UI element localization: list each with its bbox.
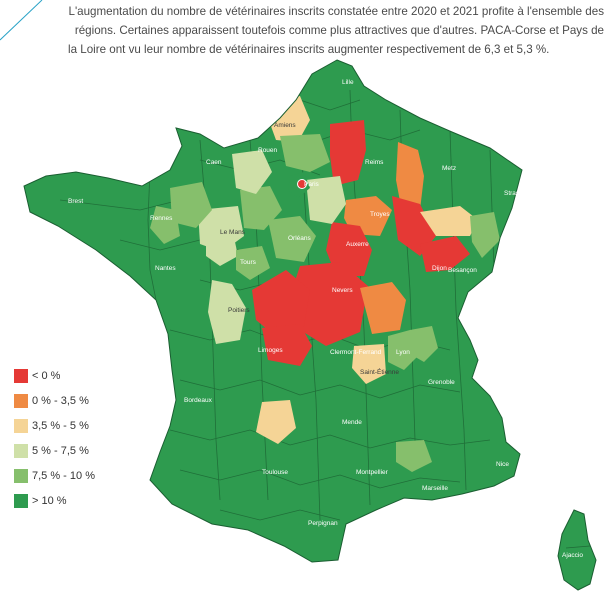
city-label: Le Mans (220, 229, 246, 236)
region-rennes-east (170, 182, 212, 228)
city-label: Nice (496, 461, 509, 468)
city-label: Marseille (422, 485, 448, 492)
region-ain (410, 326, 438, 362)
legend-label: 7,5 % - 10 % (32, 469, 95, 482)
region-sarthe (206, 228, 238, 266)
city-label: Rouen (258, 147, 278, 154)
mainland-outline (23, 59, 523, 563)
city-label: Caen (206, 159, 222, 166)
city-label: Nevers (332, 287, 353, 294)
city-label: Poitiers (228, 307, 250, 314)
legend-item: < 0 % (14, 363, 95, 388)
legend: < 0 % 0 % - 3,5 % 3,5 % - 5 % 5 % - 7,5 … (14, 363, 95, 513)
region-jura (420, 236, 470, 272)
legend-label: 3,5 % - 5 % (32, 419, 89, 432)
region-vosges-7510 (470, 212, 500, 258)
city-labels: Lille Amiens Rouen Caen Brest Rennes Le … (68, 79, 583, 559)
legend-swatch (14, 418, 28, 433)
paris-dot (297, 179, 307, 189)
city-label: Lyon (396, 349, 410, 356)
region-indre (252, 270, 310, 340)
city-label: Strasbourg (504, 190, 536, 197)
city-label: Ajaccio (562, 552, 583, 559)
city-label: Orléans (288, 235, 312, 242)
city-label: Grenoble (428, 379, 455, 386)
legend-swatch (14, 468, 28, 483)
region-vaucluse (396, 440, 432, 472)
region-haute-loire (352, 344, 386, 384)
region-orleans (268, 216, 316, 262)
corsica-boundary (565, 545, 591, 549)
region-loiret (306, 176, 346, 224)
legend-label: 5 % - 7,5 % (32, 444, 89, 457)
legend-swatch (14, 393, 28, 408)
city-label: Dijon (432, 265, 447, 272)
city-label: Mende (342, 419, 362, 426)
region-limoges (262, 324, 312, 366)
region-cote-or (392, 196, 436, 256)
city-label: Montpellier (356, 469, 389, 476)
region-loir (236, 246, 270, 280)
legend-item: 0 % - 3,5 % (14, 388, 95, 413)
region-poitiers (208, 280, 246, 344)
city-label: Clermont-Ferrand (330, 349, 382, 356)
region-haute-saone (420, 206, 478, 236)
city-label: Auxerre (346, 241, 369, 248)
decorative-corner-line (0, 0, 43, 41)
region-reims (330, 120, 366, 186)
legend-item: 7,5 % - 10 % (14, 463, 95, 488)
city-label: Besançon (448, 267, 477, 274)
region-saone-loire (360, 282, 406, 334)
region-aveyron (256, 400, 296, 444)
region-nevers (290, 262, 368, 346)
mainland-france (24, 60, 522, 562)
city-label: Paris (304, 181, 320, 188)
city-label: Saint-Étienne (360, 367, 399, 376)
legend-label: 0 % - 3,5 % (32, 394, 89, 407)
region-aube (396, 142, 424, 212)
city-label: Perpignan (308, 520, 338, 527)
city-label: Tours (240, 259, 257, 266)
legend-swatch (14, 493, 28, 508)
city-label: Bordeaux (184, 397, 213, 404)
city-label: Reims (365, 159, 384, 166)
city-label: Toulouse (262, 469, 288, 476)
city-label: Metz (442, 165, 456, 172)
legend-item: 5 % - 7,5 % (14, 438, 95, 463)
region-caen-east (232, 150, 272, 194)
city-label: Troyes (370, 211, 390, 218)
city-label: Lille (342, 79, 354, 86)
legend-label: > 10 % (32, 494, 67, 507)
region-mayenne (150, 206, 180, 244)
corsica (557, 509, 597, 591)
legend-item: > 10 % (14, 488, 95, 513)
intro-paragraph: L'augmentation du nombre de vétérinaires… (68, 5, 604, 56)
city-label: Rennes (150, 215, 173, 222)
legend-label: < 0 % (32, 369, 61, 382)
city-label: Limoges (258, 347, 283, 354)
city-label: Brest (68, 198, 83, 205)
legend-swatch (14, 368, 28, 383)
region-eure-loir (240, 186, 282, 230)
city-label: Nantes (155, 265, 176, 272)
city-label: Amiens (274, 122, 296, 129)
legend-item: 3,5 % - 5 % (14, 413, 95, 438)
region-rouen (280, 134, 330, 172)
legend-swatch (14, 443, 28, 458)
